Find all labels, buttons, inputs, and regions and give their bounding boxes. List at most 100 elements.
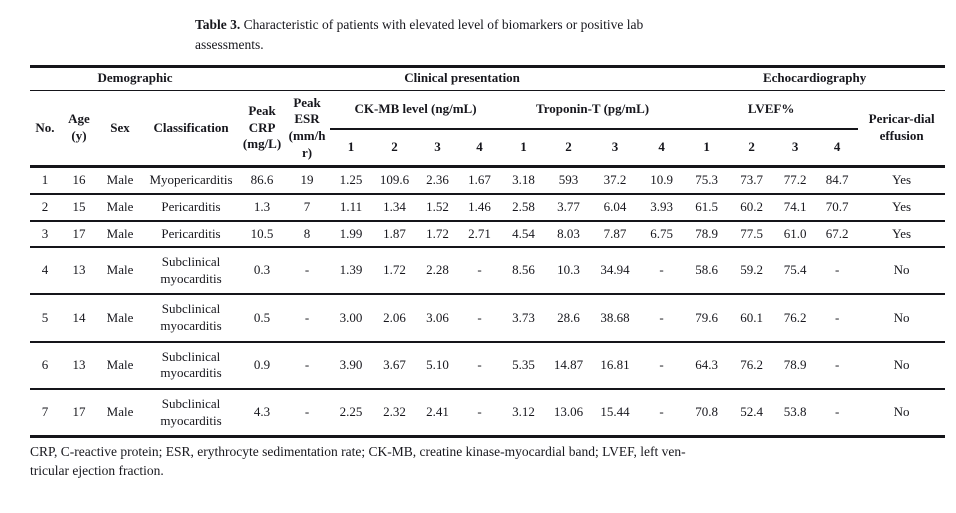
cell-ckmb-1: 1.25: [339, 172, 363, 188]
col-header-pericardial-effusion: Pericar-dial effusion: [868, 111, 935, 143]
cell-ckmb-2: 3.67: [383, 356, 406, 372]
cell-troponin-3: 15.44: [600, 404, 630, 420]
cell-lvef-1: 78.9: [695, 225, 718, 241]
cell-age: 15: [72, 198, 86, 214]
cell-troponin-3: 38.68: [600, 309, 630, 325]
cell-classification: Pericarditis: [161, 198, 221, 214]
cell-troponin-2: 3.77: [557, 198, 580, 214]
cell-troponin-4: -: [659, 356, 664, 372]
cell-troponin-3: 16.81: [600, 356, 630, 372]
cell-peak-esr: -: [304, 356, 310, 372]
cell-classification: Subclinical myocarditis: [160, 348, 222, 381]
table-row-4: 4 13 Male Subclinical myocarditis 0.3 - …: [30, 247, 946, 294]
cell-lvef-1: 70.8: [695, 404, 718, 420]
cell-lvef-3: 76.2: [783, 309, 807, 325]
cell-peak-crp: 0.5: [253, 309, 271, 325]
footnote-line-1: CRP, C-reactive protein; ESR, erythrocyt…: [30, 444, 686, 460]
cell-lvef-4: 84.7: [825, 172, 849, 188]
cell-peak-crp: 0.9: [253, 356, 271, 372]
cell-ckmb-2: 1.72: [383, 262, 406, 278]
cell-peak-crp: 0.3: [253, 262, 271, 278]
cell-ckmb-3: 2.28: [426, 262, 449, 278]
cell-troponin-2: 14.87: [553, 356, 584, 372]
cell-ckmb-2: 1.87: [383, 225, 406, 241]
cell-lvef-3: 74.1: [783, 198, 807, 214]
cell-troponin-4: 6.75: [650, 225, 673, 241]
cell-troponin-2: 593: [558, 172, 579, 188]
cell-classification: Subclinical myocarditis: [160, 254, 222, 286]
cell-peak-esr: 7: [303, 198, 311, 214]
cell-ckmb-4: -: [477, 262, 482, 278]
col-header-lvef: LVEF%: [684, 90, 859, 130]
cell-lvef-4: -: [834, 309, 840, 325]
cell-lvef-4: 70.7: [825, 198, 849, 214]
table-caption: Table 3. Characteristic of patients with…: [195, 15, 780, 54]
group-header-demographic: Demographic: [30, 66, 241, 91]
cell-ckmb-3: 5.10: [426, 356, 449, 372]
col-header-troponin-t: Troponin-T (pg/mL): [501, 90, 685, 130]
cell-ckmb-2: 2.06: [383, 309, 406, 325]
cell-age: 13: [72, 262, 86, 278]
cell-age: 16: [72, 172, 86, 188]
cell-lvef-2: 73.7: [740, 172, 763, 188]
cell-sex: Male: [106, 404, 134, 420]
cell-lvef-1: 61.5: [695, 198, 718, 214]
table-row-7: 7 17 Male Subclinical myocarditis 4.3 - …: [30, 388, 946, 437]
col-header-age: Age (y): [68, 111, 90, 143]
cell-ckmb-3: 1.72: [426, 225, 449, 241]
col-header-lvef-2: 2: [748, 139, 755, 155]
group-header-echocardiography: Echocardiography: [684, 66, 946, 91]
cell-pericardial-effusion: No: [893, 309, 910, 325]
col-header-ckmb-2: 2: [391, 139, 398, 155]
cell-lvef-3: 77.2: [783, 172, 807, 188]
cell-peak-esr: 19: [300, 172, 314, 188]
cell-lvef-2: 60.2: [740, 198, 763, 214]
cell-ckmb-2: 1.34: [383, 198, 406, 214]
cell-lvef-4: 67.2: [825, 225, 849, 241]
cell-peak-crp: 4.3: [253, 404, 271, 420]
table-row-6: 6 13 Male Subclinical myocarditis 0.9 - …: [30, 341, 946, 389]
cell-troponin-4: 3.93: [650, 198, 673, 214]
cell-classification: Subclinical myocarditis: [160, 395, 222, 428]
cell-troponin-2: 13.06: [553, 404, 584, 420]
cell-troponin-4: -: [659, 404, 664, 420]
cell-ckmb-4: -: [477, 404, 482, 420]
cell-troponin-3: 37.2: [603, 172, 627, 188]
cell-ckmb-3: 2.36: [426, 172, 449, 188]
cell-age: 17: [72, 404, 86, 420]
cell-troponin-1: 3.73: [512, 309, 535, 325]
cell-no: 2: [41, 198, 49, 214]
cell-troponin-1: 2.58: [512, 198, 535, 214]
col-header-ckmb-3: 3: [434, 139, 441, 155]
cell-troponin-2: 8.03: [557, 225, 580, 241]
cell-lvef-4: -: [834, 404, 840, 420]
cell-ckmb-1: 1.39: [339, 262, 363, 278]
table-row-1: 1 16 Male Myopericarditis 86.6 19 1.25 1…: [30, 167, 945, 194]
col-header-troponin-2: 2: [565, 139, 572, 155]
cell-no: 6: [41, 356, 49, 372]
cell-peak-esr: 8: [303, 225, 311, 241]
cell-lvef-2: 77.5: [740, 225, 763, 241]
table-row-3: 3 17 Male Pericarditis 10.5 8 1.99 1.87 …: [30, 220, 946, 248]
cell-ckmb-1: 1.11: [339, 198, 363, 214]
cell-sex: Male: [106, 225, 134, 241]
cell-sex: Male: [106, 172, 134, 188]
table-row-2: 2 15 Male Pericarditis 1.3 7 1.11 1.34 1…: [30, 193, 946, 221]
cell-peak-crp: 1.3: [253, 198, 271, 214]
cell-troponin-1: 3.12: [512, 404, 535, 420]
cell-lvef-3: 78.9: [783, 356, 807, 372]
cell-ckmb-4: -: [477, 356, 482, 372]
cell-ckmb-2: 109.6: [379, 172, 410, 188]
cell-troponin-4: -: [659, 309, 664, 325]
cell-age: 14: [72, 309, 86, 325]
cell-pericardial-effusion: Yes: [892, 172, 912, 188]
cell-lvef-1: 58.6: [695, 262, 718, 278]
cell-lvef-1: 64.3: [695, 356, 718, 372]
cell-pericardial-effusion: No: [893, 356, 910, 372]
col-header-ckmb-1: 1: [347, 139, 355, 155]
cell-troponin-3: 7.87: [603, 225, 627, 241]
table-body: 1 16 Male Myopericarditis 86.6 19 1.25 1…: [30, 166, 946, 437]
col-header-troponin-4: 4: [658, 139, 665, 155]
cell-lvef-4: -: [834, 262, 840, 278]
